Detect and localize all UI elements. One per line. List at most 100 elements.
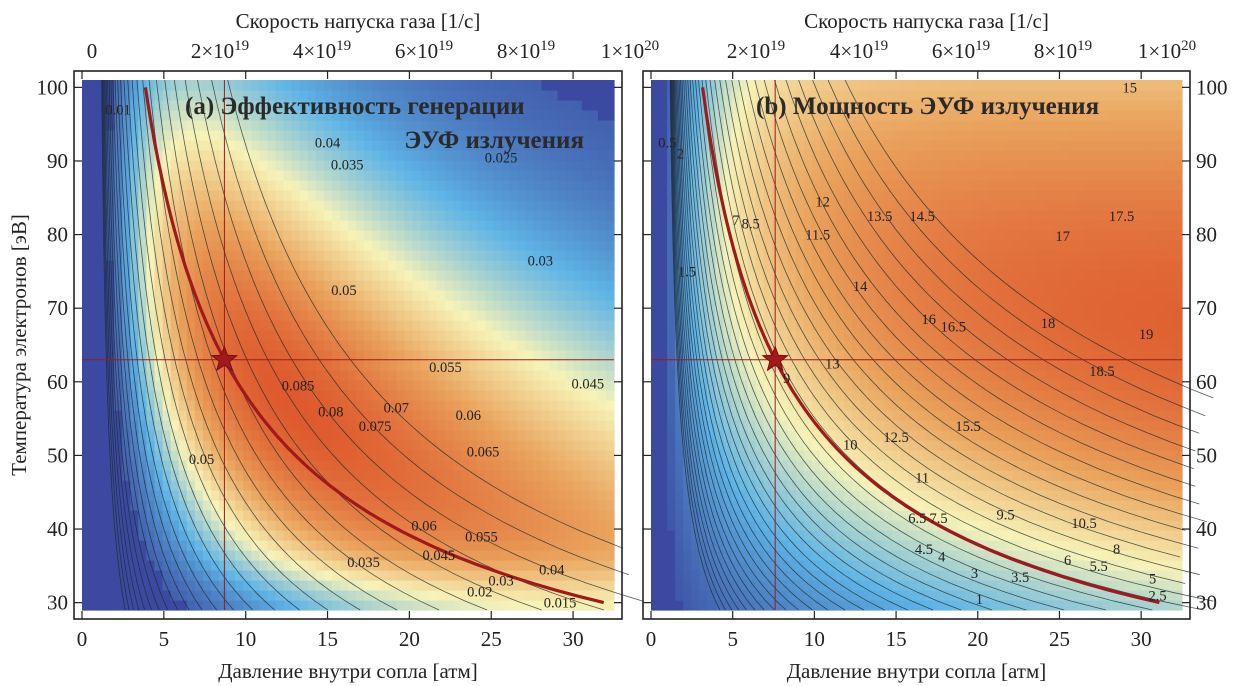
heat-cell [533,450,543,461]
heat-cell [275,530,285,541]
heat-cell [283,240,293,251]
heat-cell [307,530,317,541]
heat-cell [452,220,462,231]
heat-cell [533,520,543,531]
heat-cell [82,490,91,501]
heat-cell [581,260,591,271]
heat-cell [828,310,837,321]
heat-cell [162,80,172,91]
heat-cell [771,590,781,601]
heat-cell [154,150,164,161]
heat-cell [122,260,131,271]
heat-cell [651,470,660,481]
heat-cell [468,250,478,261]
heat-cell [283,180,293,191]
heat-cell [828,540,837,551]
heat-cell [836,340,845,351]
heat-cell [605,420,615,431]
heat-cell [493,400,502,411]
heat-cell [146,220,156,231]
heat-cell [549,250,559,261]
heat-cell [90,240,99,251]
heat-cell [235,90,244,101]
heat-cell [460,240,470,251]
heat-cell [348,310,357,321]
heat-cell [557,440,567,451]
heat-cell [468,480,478,491]
heat-cell [331,160,341,171]
heat-cell [731,530,741,541]
heat-cell [549,280,559,291]
heat-cell [436,150,446,161]
heat-cell [493,90,502,101]
heat-cell [259,280,268,291]
heat-cell [283,370,293,381]
heat-cell [581,360,591,371]
heat-cell [836,300,845,311]
heat-cell [307,500,317,511]
heat-cell [210,130,220,141]
heat-cell [202,430,212,441]
heat-cell [739,260,749,271]
heat-cell [589,440,599,451]
contour-line [227,79,624,549]
heat-cell [106,150,115,161]
heat-cell [380,250,389,261]
heat-cell [307,430,317,441]
heat-cell [291,530,301,541]
heat-cell [114,130,123,141]
heat-cell [779,310,789,321]
heat-cell [412,140,422,151]
heat-cell [243,280,252,291]
heat-cell [90,500,99,511]
heat-cell [122,280,131,291]
heat-cell [844,370,853,381]
heat-cell [605,160,615,171]
heat-cell [82,240,91,251]
heat-cell [138,530,148,541]
heat-cell [739,150,749,161]
heat-cell [501,370,510,381]
heat-cell [715,220,725,231]
heat-cell [589,230,599,241]
heat-cell [348,590,357,601]
heat-cell [565,170,575,181]
heat-cell [146,570,156,581]
heat-cell [597,150,607,161]
heat-cell [331,500,341,511]
heat-cell [803,80,813,91]
contour-label: 0.03 [528,253,553,269]
heat-cell [747,350,757,361]
heat-cell [468,350,478,361]
heat-cell [452,400,462,411]
heat-cell [485,360,494,371]
heat-cell [420,530,430,541]
heat-cell [468,430,478,441]
heat-cell [541,470,551,481]
heat-cell [525,550,534,561]
heat-cell [493,380,502,391]
heat-cell [154,190,164,201]
heat-cell [235,530,244,541]
heat-cell [493,240,502,251]
heat-cell [235,200,244,211]
heat-cell [597,430,607,441]
heat-cell [651,430,660,441]
heat-cell [339,450,349,461]
heat-cell [452,520,462,531]
heat-cell [348,260,357,271]
heat-cell [396,220,406,231]
heat-cell [388,580,397,591]
heat-cell [779,420,789,431]
heat-cell [364,200,373,211]
heat-cell [420,370,430,381]
heat-cell [372,190,381,201]
heat-cell [251,90,260,101]
heat-cell [323,90,333,101]
heat-cell [154,130,164,141]
heat-cell [573,220,583,231]
heat-cell [589,140,599,151]
heat-cell [364,530,373,541]
heat-cell [771,500,781,511]
heat-cell [707,470,716,481]
